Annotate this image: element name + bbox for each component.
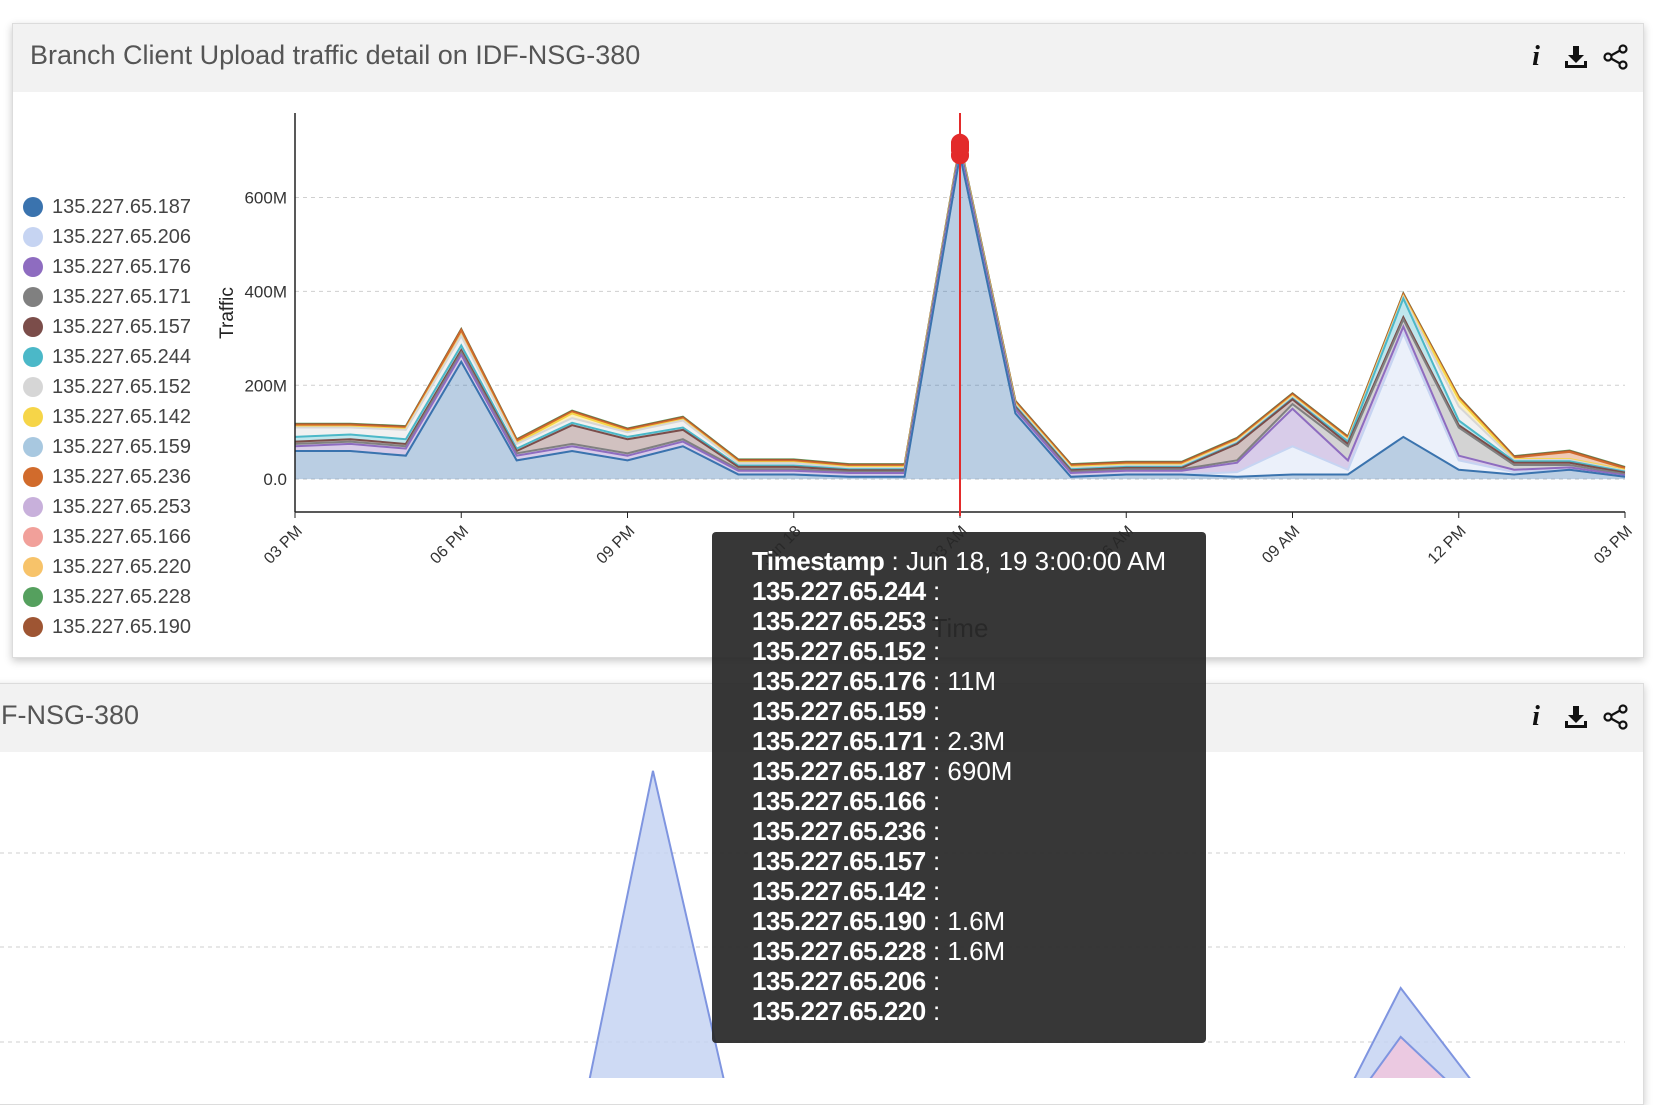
- legend-item[interactable]: 135.227.65.152: [23, 372, 191, 402]
- tooltip-series-label: 135.227.65.236: [752, 816, 926, 846]
- legend-label: 135.227.65.206: [52, 225, 192, 248]
- legend-label: 135.227.65.142: [52, 405, 192, 428]
- tooltip-series-label: 135.227.65.253: [752, 606, 926, 636]
- legend-label: 135.227.65.244: [52, 345, 192, 368]
- legend-swatch: [23, 527, 43, 547]
- tooltip-row: 135.227.65.171 : 2.3M: [752, 726, 1006, 756]
- tooltip-series-label: 135.227.65.166: [752, 786, 926, 816]
- tooltip-series-label: 135.227.65.142: [752, 876, 926, 906]
- info-icon[interactable]: i: [1532, 41, 1540, 72]
- panel-toolbar: i: [1523, 42, 1629, 72]
- legend-item[interactable]: 135.227.65.166: [23, 522, 191, 552]
- legend-swatch: [23, 287, 43, 307]
- tooltip-series-value: 1.6M: [947, 936, 1006, 966]
- legend-item[interactable]: 135.227.65.228: [23, 582, 191, 612]
- download-icon[interactable]: [1563, 42, 1589, 72]
- legend-swatch: [23, 317, 43, 337]
- legend-swatch: [23, 497, 43, 517]
- panel-title: F-NSG-380: [1, 700, 140, 730]
- legend-swatch: [23, 587, 43, 607]
- tooltip-row: 135.227.65.253 :: [752, 606, 941, 636]
- info-icon[interactable]: i: [1532, 701, 1540, 732]
- legend-item[interactable]: 135.227.65.142: [23, 402, 191, 432]
- tooltip-series-value: 11M: [947, 666, 997, 696]
- legend-swatch: [23, 257, 43, 277]
- legend-label: 135.227.65.157: [52, 315, 192, 338]
- legend-label: 135.227.65.253: [52, 495, 192, 518]
- tooltip-row: 135.227.65.152 :: [752, 636, 941, 666]
- tooltip-series-label: 135.227.65.190: [752, 906, 926, 936]
- tooltip-row: 135.227.65.190 : 1.6M: [752, 906, 1006, 936]
- tooltip-series-label: 135.227.65.220: [752, 996, 926, 1026]
- legend-label: 135.227.65.166: [52, 525, 192, 548]
- tooltip-series-label: 135.227.65.157: [752, 846, 926, 876]
- legend-swatch: [23, 467, 43, 487]
- tooltip-timestamp-label: Timestamp: [752, 546, 885, 576]
- tooltip-series-value: 2.3M: [947, 726, 1006, 756]
- tooltip-row: 135.227.65.220 :: [752, 996, 941, 1026]
- legend-swatch: [23, 407, 43, 427]
- legend-swatch: [23, 227, 43, 247]
- legend-item[interactable]: 135.227.65.176: [23, 252, 191, 282]
- legend-label: 135.227.65.152: [52, 375, 192, 398]
- legend-label: 135.227.65.159: [52, 435, 192, 458]
- tooltip-series-value: 690M: [947, 756, 1013, 786]
- legend-item[interactable]: 135.227.65.244: [23, 342, 191, 372]
- legend-label: 135.227.65.236: [52, 465, 192, 488]
- tooltip-row: 135.227.65.166 :: [752, 786, 941, 816]
- tooltip-row: 135.227.65.244 :: [752, 576, 941, 606]
- legend-swatch: [23, 557, 43, 577]
- tooltip-series-label: 135.227.65.228: [752, 936, 926, 966]
- legend-item[interactable]: 135.227.65.157: [23, 312, 191, 342]
- tooltip-row: 135.227.65.206 :: [752, 966, 941, 996]
- tooltip-timestamp-row: Timestamp : Jun 18, 19 3:00:00 AM: [752, 546, 1167, 576]
- tooltip-series-label: 135.227.65.176: [752, 666, 926, 696]
- tooltip-row: 135.227.65.187 : 690M: [752, 756, 1013, 786]
- legend-label: 135.227.65.171: [52, 285, 192, 308]
- legend-item[interactable]: 135.227.65.253: [23, 492, 191, 522]
- legend-item[interactable]: 135.227.65.236: [23, 462, 191, 492]
- tooltip-row: 135.227.65.228 : 1.6M: [752, 936, 1006, 966]
- legend-item[interactable]: 135.227.65.187: [23, 192, 191, 222]
- tooltip-series-label: 135.227.65.171: [752, 726, 926, 756]
- legend-swatch: [23, 347, 43, 367]
- legend-item[interactable]: 135.227.65.206: [23, 222, 191, 252]
- legend-label: 135.227.65.228: [52, 585, 192, 608]
- tooltip-series-value: 1.6M: [947, 906, 1006, 936]
- hover-tooltip: Timestamp : Jun 18, 19 3:00:00 AM 135.22…: [712, 532, 1206, 1043]
- tooltip-series-label: 135.227.65.159: [752, 696, 926, 726]
- tooltip-series-label: 135.227.65.206: [752, 966, 926, 996]
- panel-header: Branch Client Upload traffic detail on I…: [13, 24, 1643, 92]
- legend-label: 135.227.65.187: [52, 195, 192, 218]
- tooltip-row: 135.227.65.236 :: [752, 816, 941, 846]
- tooltip-row: 135.227.65.157 :: [752, 846, 941, 876]
- tooltip-series-label: 135.227.65.187: [752, 756, 926, 786]
- share-icon[interactable]: [1603, 702, 1629, 732]
- legend-swatch: [23, 377, 43, 397]
- tooltip-row: 135.227.65.176 : 11M: [752, 666, 997, 696]
- legend-item[interactable]: 135.227.65.190: [23, 612, 191, 642]
- panel-toolbar: i: [1523, 702, 1629, 732]
- legend-label: 135.227.65.176: [52, 255, 192, 278]
- tooltip-series-label: 135.227.65.152: [752, 636, 926, 666]
- legend-label: 135.227.65.190: [52, 615, 192, 638]
- legend-item[interactable]: 135.227.65.220: [23, 552, 191, 582]
- tooltip-row: 135.227.65.142 :: [752, 876, 941, 906]
- download-icon[interactable]: [1563, 702, 1589, 732]
- legend-swatch: [23, 617, 43, 637]
- panel-title: Branch Client Upload traffic detail on I…: [30, 40, 641, 70]
- legend-item[interactable]: 135.227.65.171: [23, 282, 191, 312]
- legend-swatch: [23, 197, 43, 217]
- tooltip-row: 135.227.65.159 :: [752, 696, 941, 726]
- tooltip-series-label: 135.227.65.244: [752, 576, 926, 606]
- legend-item[interactable]: 135.227.65.159: [23, 432, 191, 462]
- tooltip-timestamp-value: Jun 18, 19 3:00:00 AM: [905, 546, 1167, 576]
- legend-swatch: [23, 437, 43, 457]
- share-icon[interactable]: [1603, 42, 1629, 72]
- chart-legend: 135.227.65.187 135.227.65.206 135.227.65.1…: [23, 192, 191, 642]
- legend-label: 135.227.65.220: [52, 555, 192, 578]
